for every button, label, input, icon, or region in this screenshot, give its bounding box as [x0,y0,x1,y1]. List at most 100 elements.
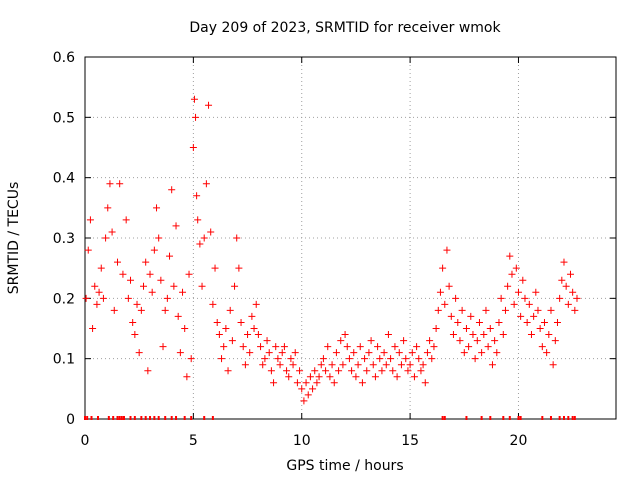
data-point [339,361,347,369]
data-point [497,294,505,302]
data-point [530,312,538,320]
data-point [161,306,169,314]
x-tick-label: 5 [189,433,198,449]
data-point [480,331,488,339]
data-point [89,325,97,332]
data-point [482,306,490,314]
data-point [313,379,321,387]
data-point [449,331,457,339]
data-point [419,361,427,369]
data-point [102,234,110,242]
data-point [226,306,234,314]
data-point [467,312,475,320]
data-point [345,355,353,363]
data-point [99,294,107,302]
data-point [402,355,410,363]
data-point [231,282,239,290]
y-axis-label: SRMTID / TECUs [6,182,22,295]
data-point [488,361,496,369]
data-point [478,349,486,357]
data-point [235,264,243,272]
data-point [215,331,223,339]
data-point [237,318,245,326]
data-point [343,343,351,351]
data-point [391,343,399,351]
data-point [491,337,499,345]
data-point [192,113,200,121]
data-point [549,361,557,369]
data-point [82,294,90,302]
data-point [356,343,364,351]
data-point [395,349,403,357]
data-point [119,270,127,278]
y-tick-label: 0.3 [53,231,75,247]
data-point [410,373,418,381]
data-point [150,246,158,254]
data-point [263,337,271,345]
data-point [194,216,202,224]
data-point [131,331,139,339]
data-point [207,228,215,236]
data-point [558,276,566,284]
data-point [270,379,278,387]
data-point [106,180,114,188]
data-point [540,318,548,326]
data-point [233,234,241,242]
data-point [374,343,382,351]
data-point [571,306,579,314]
data-point [322,367,330,375]
data-point [304,391,312,399]
data-point [415,355,423,363]
data-point [475,318,483,326]
data-point [280,343,288,351]
data-point [393,373,401,381]
data-point [337,337,345,345]
y-tick-label: 0.2 [53,291,75,307]
data-points [82,95,581,405]
data-point [547,306,555,314]
data-point [452,294,460,302]
data-point [512,264,520,272]
data-point [146,270,154,278]
data-point [140,282,148,290]
data-point [187,355,195,363]
data-point [315,373,323,381]
y-tick-label: 0 [66,412,75,428]
data-point [564,300,572,308]
data-point [566,270,574,278]
data-point [365,349,373,357]
axis-ticks: 0 0.1 0.2 0.3 0.4 0.5 0.6 0 5 10 15 20 [53,50,616,449]
data-point [430,343,438,351]
data-point [244,331,252,339]
data-point [358,379,366,387]
data-point [439,264,447,272]
data-point [462,325,470,332]
data-point [209,300,217,308]
data-point [289,361,297,369]
data-point [441,300,449,308]
data-point [434,306,442,314]
data-point [527,331,535,339]
x-tick-label: 20 [510,433,528,449]
data-point [332,349,340,357]
y-tick-label: 0.4 [53,171,75,187]
data-point [378,367,386,375]
data-point [159,343,167,351]
data-point [274,355,282,363]
data-point [97,264,105,272]
chart-title: Day 209 of 2023, SRMTID for receiver wmo… [189,20,501,36]
data-point [486,325,494,332]
data-point [458,306,466,314]
data-point [493,349,501,357]
data-point [428,355,436,363]
data-point [465,343,473,351]
data-point [298,385,306,393]
y-tick-label: 0.6 [53,50,75,66]
y-tick-label: 0.5 [53,110,75,126]
data-point [499,331,507,339]
data-point [224,367,232,375]
data-point [534,306,542,314]
data-point [129,318,137,326]
data-point [84,246,92,254]
